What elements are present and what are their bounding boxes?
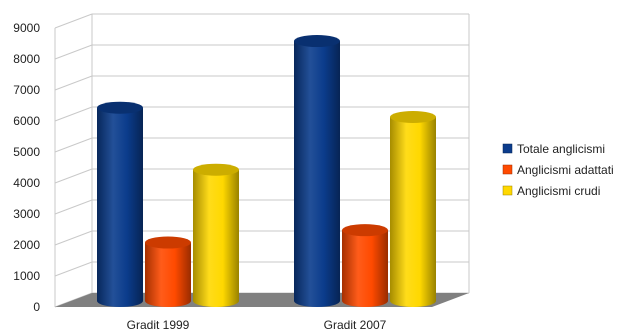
legend-swatch <box>502 164 513 175</box>
side-gridline <box>54 168 93 184</box>
y-tick-label: 3000 <box>13 207 40 221</box>
bar <box>390 111 436 307</box>
y-tick-label: 0 <box>33 300 40 314</box>
gridlines <box>54 13 470 308</box>
bar <box>97 101 143 307</box>
side-gridline <box>54 44 93 60</box>
y-axis-ticks: 0 1000 2000 3000 4000 5000 6000 7000 8000 9000 <box>13 21 40 314</box>
side-gridline <box>54 13 93 29</box>
legend-label: Anglicismi crudi <box>517 184 600 198</box>
x-axis-categories: Gradit 1999 Gradit 2007 <box>127 318 387 332</box>
bar <box>193 163 239 307</box>
legend-swatch <box>502 185 513 196</box>
y-tick-label: 9000 <box>13 21 40 35</box>
legend-label: Anglicismi adattati <box>517 163 614 177</box>
y-tick-label: 1000 <box>13 269 40 283</box>
legend: Totale anglicismi Anglicismi adattati Angl… <box>502 142 614 198</box>
legend-label: Totale anglicismi <box>517 142 605 156</box>
y-tick-label: 6000 <box>13 114 40 128</box>
y-tick-label: 4000 <box>13 176 40 190</box>
side-gridline <box>54 230 93 246</box>
bars <box>97 35 436 308</box>
y-tick-label: 2000 <box>13 238 40 252</box>
side-gridline <box>54 137 93 153</box>
x-category-label: Gradit 2007 <box>324 318 387 332</box>
side-gridline <box>54 261 93 277</box>
x-category-label: Gradit 1999 <box>127 318 190 332</box>
legend-swatch <box>502 143 513 154</box>
y-tick-label: 5000 <box>13 145 40 159</box>
y-tick-label: 8000 <box>13 52 40 66</box>
side-gridline <box>54 75 93 91</box>
y-tick-label: 7000 <box>13 83 40 97</box>
bar <box>294 35 340 308</box>
side-gridline <box>54 106 93 122</box>
side-gridline <box>54 199 93 215</box>
bar <box>145 236 191 307</box>
bar <box>342 224 388 307</box>
